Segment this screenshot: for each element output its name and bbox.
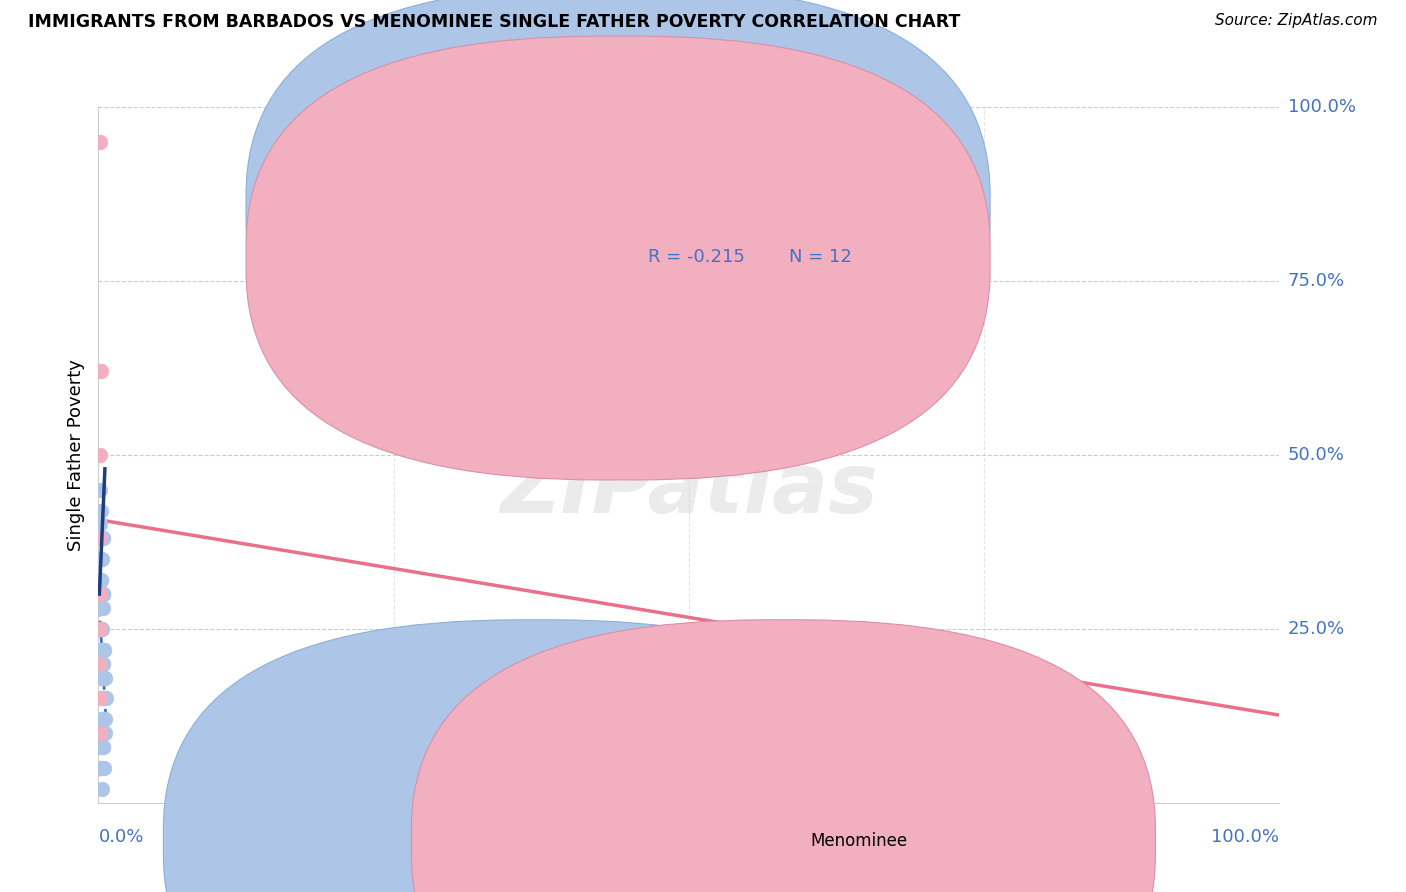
Point (90, 573, 112, 587)
Point (89, 601, 111, 615)
Point (89, 483, 111, 497)
Point (91, 642, 114, 657)
FancyBboxPatch shape (246, 36, 990, 480)
Point (90, 552, 112, 566)
Point (90, 642, 112, 657)
Point (89, 532, 111, 546)
Text: ZIPatlas: ZIPatlas (501, 450, 877, 530)
Point (93, 642, 115, 657)
Point (90, 657, 112, 671)
Text: Immigrants from Barbados: Immigrants from Barbados (562, 832, 786, 850)
Point (90, 552, 112, 566)
Point (91, 601, 114, 615)
Point (89, 587, 111, 601)
Text: 100.0%: 100.0% (1288, 98, 1355, 116)
FancyBboxPatch shape (246, 0, 990, 430)
Point (91, 657, 114, 671)
Point (91, 671, 114, 685)
Point (93, 726, 115, 740)
Point (90, 712, 112, 726)
Point (91, 712, 114, 726)
Text: Menominee: Menominee (811, 832, 908, 850)
Point (91, 587, 114, 601)
Point (89, 622, 111, 636)
Point (90, 622, 112, 636)
Point (89, 691, 111, 706)
Point (90, 532, 112, 546)
Point (90, 740, 112, 755)
Point (91, 726, 114, 740)
Text: R = -0.215: R = -0.215 (648, 248, 745, 267)
Point (93, 712, 115, 726)
Point (89, 552, 111, 566)
Point (93, 642, 115, 657)
Point (94, 691, 117, 706)
Point (89, 532, 111, 546)
Y-axis label: Single Father Poverty: Single Father Poverty (67, 359, 86, 551)
Point (91, 726, 114, 740)
Point (90, 691, 112, 706)
Point (90, 671, 112, 685)
Text: 25.0%: 25.0% (1288, 620, 1346, 638)
Point (91, 740, 114, 755)
Point (973, 646, 995, 660)
Point (91, 601, 114, 615)
Point (94, 671, 117, 685)
Text: Source: ZipAtlas.com: Source: ZipAtlas.com (1215, 13, 1378, 29)
Point (89, 657, 111, 671)
Point (93, 740, 115, 755)
Point (91, 532, 114, 546)
Point (89, 448, 111, 462)
Point (91, 657, 114, 671)
Point (91, 532, 114, 546)
Point (90, 364, 112, 378)
FancyBboxPatch shape (582, 173, 896, 281)
Point (91, 726, 114, 740)
Point (94, 691, 117, 706)
Point (90, 781, 112, 796)
Point (93, 587, 115, 601)
Point (89, 761, 111, 775)
Text: 50.0%: 50.0% (1288, 446, 1344, 464)
Point (89, 552, 111, 566)
Text: N = 63: N = 63 (789, 198, 852, 216)
Point (93, 671, 115, 685)
Point (93, 761, 115, 775)
Point (90, 601, 112, 615)
FancyBboxPatch shape (412, 620, 1156, 892)
Text: 0.0%: 0.0% (98, 828, 143, 846)
Point (90, 691, 112, 706)
Point (90, 761, 112, 775)
Point (91, 657, 114, 671)
Point (89, 364, 111, 378)
Point (90, 622, 112, 636)
Point (89, 622, 111, 636)
Point (89, 642, 111, 657)
Point (89, 587, 111, 601)
Point (90, 740, 112, 755)
Point (90, 503, 112, 517)
Point (796, 646, 818, 660)
Text: 100.0%: 100.0% (1212, 828, 1279, 846)
Text: IMMIGRANTS FROM BARBADOS VS MENOMINEE SINGLE FATHER POVERTY CORRELATION CHART: IMMIGRANTS FROM BARBADOS VS MENOMINEE SI… (28, 13, 960, 31)
Text: R =  0.463: R = 0.463 (648, 198, 744, 216)
Point (89, 135, 111, 149)
Point (90, 740, 112, 755)
Text: N = 12: N = 12 (789, 248, 852, 267)
Point (89, 517, 111, 532)
Point (91, 532, 114, 546)
Point (89, 726, 111, 740)
Text: 75.0%: 75.0% (1288, 272, 1346, 290)
Point (91, 587, 114, 601)
Point (93, 712, 115, 726)
Point (89, 761, 111, 775)
Point (93, 691, 115, 706)
Point (93, 671, 115, 685)
Point (90, 573, 112, 587)
FancyBboxPatch shape (163, 620, 907, 892)
Point (91, 622, 114, 636)
